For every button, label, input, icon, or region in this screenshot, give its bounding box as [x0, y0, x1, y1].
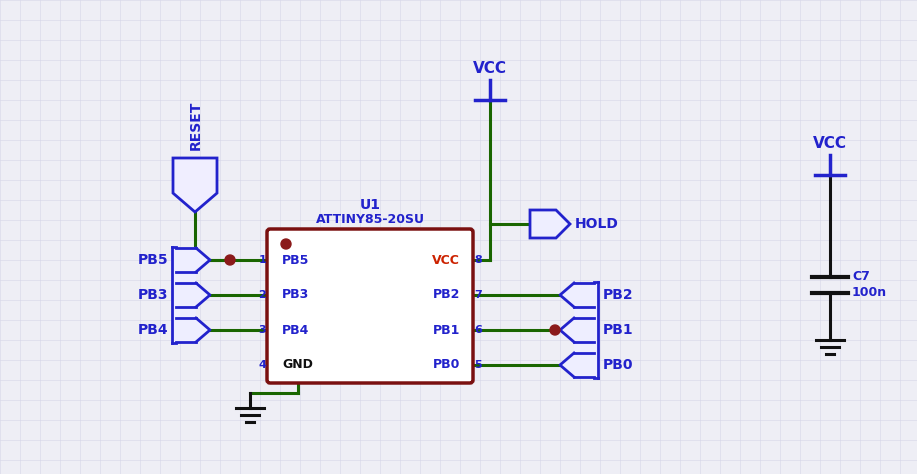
Text: 1: 1	[259, 255, 266, 265]
Text: C7: C7	[852, 271, 870, 283]
Text: RESET: RESET	[189, 100, 203, 150]
Polygon shape	[196, 248, 210, 272]
Text: PB0: PB0	[433, 358, 460, 372]
Text: VCC: VCC	[432, 254, 460, 266]
Text: 100n: 100n	[852, 286, 887, 300]
Text: PB5: PB5	[138, 253, 168, 267]
Text: PB2: PB2	[433, 289, 460, 301]
Polygon shape	[560, 318, 574, 342]
FancyBboxPatch shape	[172, 247, 196, 343]
Text: ATTINY85-20SU: ATTINY85-20SU	[315, 213, 425, 226]
Text: PB5: PB5	[282, 254, 309, 266]
Polygon shape	[560, 353, 574, 377]
Text: U1: U1	[359, 198, 381, 212]
Text: GND: GND	[282, 358, 313, 372]
Text: PB1: PB1	[603, 323, 634, 337]
Circle shape	[550, 325, 560, 335]
Text: 4: 4	[258, 360, 266, 370]
Text: 2: 2	[259, 290, 266, 300]
Polygon shape	[560, 283, 574, 307]
Text: HOLD: HOLD	[575, 217, 619, 231]
Text: PB4: PB4	[138, 323, 168, 337]
Polygon shape	[196, 318, 210, 342]
Text: PB0: PB0	[603, 358, 634, 372]
Circle shape	[281, 239, 291, 249]
Text: PB1: PB1	[433, 323, 460, 337]
Text: 7: 7	[474, 290, 481, 300]
Polygon shape	[530, 210, 570, 238]
Text: PB2: PB2	[603, 288, 634, 302]
Text: PB4: PB4	[282, 323, 309, 337]
FancyBboxPatch shape	[574, 282, 598, 378]
Polygon shape	[196, 283, 210, 307]
Text: PB3: PB3	[282, 289, 309, 301]
Text: VCC: VCC	[813, 136, 847, 151]
Text: 8: 8	[474, 255, 481, 265]
Polygon shape	[173, 158, 217, 212]
Circle shape	[225, 255, 235, 265]
Text: 3: 3	[259, 325, 266, 335]
Text: VCC: VCC	[473, 61, 507, 76]
Text: PB3: PB3	[138, 288, 168, 302]
Text: 5: 5	[474, 360, 481, 370]
FancyBboxPatch shape	[267, 229, 473, 383]
Text: 6: 6	[474, 325, 481, 335]
